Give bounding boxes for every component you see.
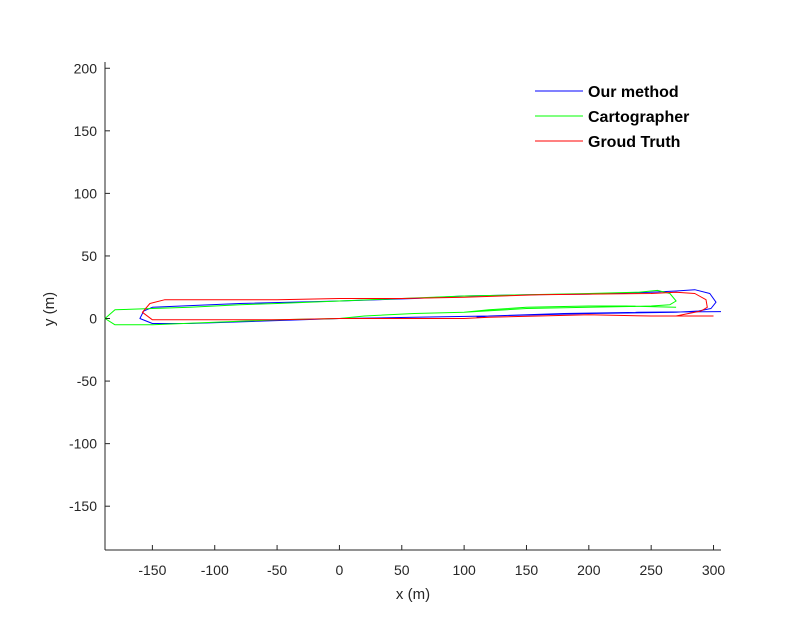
y-tick-label: 50 [81, 248, 97, 264]
y-tick-label: -150 [69, 498, 97, 514]
legend-label-2: Cartographer [588, 109, 689, 126]
x-tick-label: -100 [201, 562, 229, 578]
x-tick-label: 300 [702, 562, 726, 578]
y-tick-label: -100 [69, 436, 97, 452]
x-tick-label: 150 [515, 562, 539, 578]
axes [104, 62, 721, 551]
y-tick-label: 100 [74, 185, 98, 201]
series-line-3 [141, 291, 714, 321]
y-axis-label: y (m) [41, 292, 58, 326]
legend: Our method Cartographer Groud Truth [535, 84, 689, 151]
x-tick-label: 250 [639, 562, 663, 578]
x-tick-label: 0 [336, 562, 344, 578]
x-tick-label: -150 [138, 562, 166, 578]
series-line-2 [104, 289, 677, 326]
y-tick-label: 0 [89, 311, 97, 327]
y-tick-label: 200 [74, 60, 98, 76]
legend-label-3: Groud Truth [588, 134, 680, 151]
x-tick-label: 100 [452, 562, 476, 578]
ticks: -150 -100 -50 0 50 100 150 200 250 300 200 150 100 50… [69, 60, 725, 578]
y-tick-label: 150 [74, 123, 98, 139]
legend-label-1: Our method [588, 84, 679, 101]
x-axis-label: x (m) [396, 586, 430, 603]
x-tick-label: 50 [394, 562, 410, 578]
x-tick-label: 200 [577, 562, 601, 578]
y-tick-label: -50 [77, 373, 97, 389]
x-tick-label: -50 [267, 562, 287, 578]
series-layer [104, 289, 722, 326]
